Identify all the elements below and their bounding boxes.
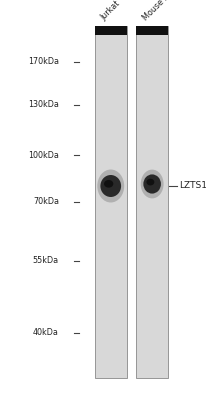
Text: LZTS1: LZTS1	[178, 182, 206, 190]
Ellipse shape	[97, 170, 124, 202]
Ellipse shape	[100, 175, 121, 197]
Text: 170kDa: 170kDa	[28, 58, 59, 66]
Ellipse shape	[140, 170, 163, 198]
Text: 70kDa: 70kDa	[33, 198, 59, 206]
Text: 100kDa: 100kDa	[28, 151, 59, 160]
Bar	[94, 26, 126, 378]
Text: 40kDa: 40kDa	[33, 328, 59, 337]
Text: Jurkat: Jurkat	[99, 0, 122, 22]
Bar	[94, 26, 126, 35]
Text: 55kDa: 55kDa	[33, 256, 59, 265]
Ellipse shape	[143, 174, 160, 194]
Text: 130kDa: 130kDa	[28, 100, 59, 109]
Bar	[135, 26, 167, 378]
Ellipse shape	[103, 180, 113, 188]
Ellipse shape	[146, 179, 154, 186]
Text: Mouse brain: Mouse brain	[140, 0, 181, 22]
Bar	[135, 26, 167, 35]
